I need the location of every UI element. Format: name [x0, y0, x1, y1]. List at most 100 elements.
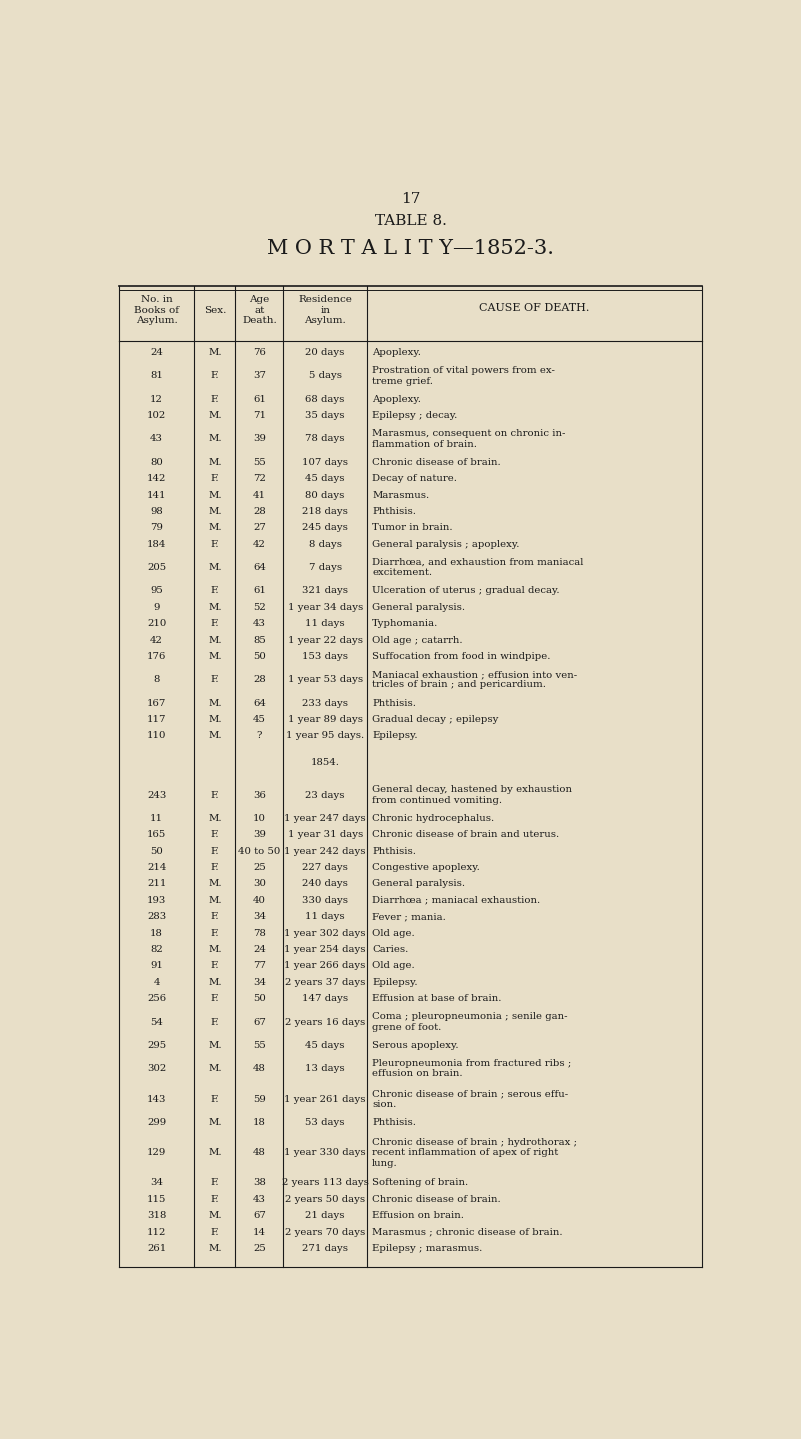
Text: 39: 39	[253, 830, 266, 839]
Text: ?: ?	[256, 731, 262, 741]
Text: 95: 95	[151, 586, 163, 596]
Text: Serous apoplexy.: Serous apoplexy.	[372, 1040, 459, 1050]
Text: Epilepsy ; marasmus.: Epilepsy ; marasmus.	[372, 1245, 482, 1253]
Text: M.: M.	[208, 507, 222, 517]
Text: Marasmus.: Marasmus.	[372, 491, 429, 499]
Text: F.: F.	[211, 912, 219, 921]
Text: Phthisis.: Phthisis.	[372, 846, 416, 856]
Text: 21 days: 21 days	[305, 1212, 345, 1220]
Text: 71: 71	[253, 412, 266, 420]
Text: 64: 64	[253, 563, 266, 573]
Text: 45 days: 45 days	[305, 1040, 345, 1050]
Text: 80: 80	[151, 458, 163, 466]
Text: TABLE 8.: TABLE 8.	[375, 214, 446, 229]
Text: 8 days: 8 days	[308, 540, 342, 548]
Text: 12: 12	[150, 394, 163, 404]
Text: 61: 61	[253, 586, 266, 596]
Text: Caries.: Caries.	[372, 945, 409, 954]
Text: M.: M.	[208, 1212, 222, 1220]
Text: F.: F.	[211, 928, 219, 938]
Text: 1 year 53 days: 1 year 53 days	[288, 675, 363, 685]
Text: 82: 82	[151, 945, 163, 954]
Text: 55: 55	[253, 458, 266, 466]
Text: 43: 43	[253, 619, 266, 629]
Text: 23 days: 23 days	[305, 790, 345, 800]
Text: 28: 28	[253, 507, 266, 517]
Text: Chronic disease of brain and uterus.: Chronic disease of brain and uterus.	[372, 830, 559, 839]
Text: 227 days: 227 days	[302, 863, 348, 872]
Text: 45: 45	[253, 715, 266, 724]
Text: M.: M.	[208, 715, 222, 724]
Text: 1 year 95 days.: 1 year 95 days.	[286, 731, 364, 741]
Text: 1 year 266 days: 1 year 266 days	[284, 961, 366, 970]
Text: General paralysis.: General paralysis.	[372, 603, 465, 612]
Text: F.: F.	[211, 619, 219, 629]
Text: F.: F.	[211, 371, 219, 380]
Text: Old age.: Old age.	[372, 928, 415, 938]
Text: 112: 112	[147, 1227, 167, 1236]
Text: M.: M.	[208, 945, 222, 954]
Text: 142: 142	[147, 473, 167, 484]
Text: 17: 17	[400, 193, 421, 206]
Text: Coma ; pleuropneumonia ; senile gan-
grene of foot.: Coma ; pleuropneumonia ; senile gan- gre…	[372, 1013, 568, 1032]
Text: Phthisis.: Phthisis.	[372, 698, 416, 708]
Text: 2 years 50 days: 2 years 50 days	[285, 1194, 365, 1204]
Text: Congestive apoplexy.: Congestive apoplexy.	[372, 863, 480, 872]
Text: 218 days: 218 days	[302, 507, 348, 517]
Text: M.: M.	[208, 636, 222, 645]
Text: 55: 55	[253, 1040, 266, 1050]
Text: 330 days: 330 days	[302, 896, 348, 905]
Text: 61: 61	[253, 394, 266, 404]
Text: 1 year 89 days: 1 year 89 days	[288, 715, 363, 724]
Text: 261: 261	[147, 1245, 167, 1253]
Text: 283: 283	[147, 912, 167, 921]
Text: Prostration of vital powers from ex-
treme grief.: Prostration of vital powers from ex- tre…	[372, 366, 555, 386]
Text: 45 days: 45 days	[305, 473, 345, 484]
Text: General decay, hastened by exhaustion
from continued vomiting.: General decay, hastened by exhaustion fr…	[372, 786, 572, 804]
Text: 67: 67	[253, 1212, 266, 1220]
Text: M.: M.	[208, 879, 222, 888]
Text: Phthisis.: Phthisis.	[372, 1118, 416, 1127]
Text: 5 days: 5 days	[308, 371, 342, 380]
Text: 10: 10	[253, 814, 266, 823]
Text: 2 years 70 days: 2 years 70 days	[285, 1227, 365, 1236]
Text: 1 year 302 days: 1 year 302 days	[284, 928, 366, 938]
Text: M.: M.	[208, 1148, 222, 1157]
Text: 50: 50	[253, 652, 266, 661]
Text: Residence
in
Asylum.: Residence in Asylum.	[298, 295, 352, 325]
Text: Epilepsy ; decay.: Epilepsy ; decay.	[372, 412, 457, 420]
Text: 295: 295	[147, 1040, 166, 1050]
Text: Phthisis.: Phthisis.	[372, 507, 416, 517]
Text: 39: 39	[253, 435, 266, 443]
Text: 167: 167	[147, 698, 167, 708]
Text: 48: 48	[253, 1065, 266, 1073]
Text: 143: 143	[147, 1095, 167, 1104]
Text: 211: 211	[147, 879, 167, 888]
Text: M.: M.	[208, 1118, 222, 1127]
Text: 321 days: 321 days	[302, 586, 348, 596]
Text: 117: 117	[147, 715, 167, 724]
Text: 1 year 31 days: 1 year 31 days	[288, 830, 363, 839]
Text: 7 days: 7 days	[308, 563, 342, 573]
Text: 40: 40	[253, 896, 266, 905]
Text: 30: 30	[253, 879, 266, 888]
Text: F.: F.	[211, 1017, 219, 1026]
Text: 245 days: 245 days	[302, 524, 348, 532]
Text: 48: 48	[253, 1148, 266, 1157]
Text: 243: 243	[147, 790, 167, 800]
Text: 1 year 254 days: 1 year 254 days	[284, 945, 366, 954]
Text: M.: M.	[208, 348, 222, 357]
Text: 34: 34	[253, 912, 266, 921]
Text: F.: F.	[211, 1179, 219, 1187]
Text: Suffocation from food in windpipe.: Suffocation from food in windpipe.	[372, 652, 550, 661]
Text: 176: 176	[147, 652, 167, 661]
Text: 42: 42	[150, 636, 163, 645]
Text: General paralysis ; apoplexy.: General paralysis ; apoplexy.	[372, 540, 520, 548]
Text: 115: 115	[147, 1194, 167, 1204]
Text: 42: 42	[253, 540, 266, 548]
Text: 78: 78	[253, 928, 266, 938]
Text: F.: F.	[211, 830, 219, 839]
Text: 20 days: 20 days	[305, 348, 345, 357]
Text: M.: M.	[208, 1245, 222, 1253]
Text: 1 year 247 days: 1 year 247 days	[284, 814, 366, 823]
